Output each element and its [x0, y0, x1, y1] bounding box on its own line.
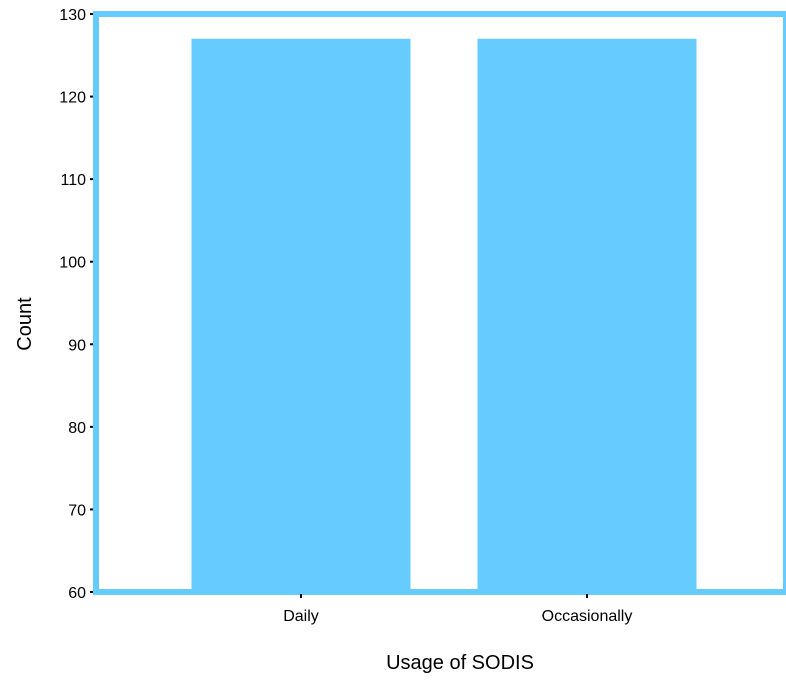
bar-occasionally	[477, 38, 697, 593]
x-axis: Daily Occasionally	[283, 594, 632, 625]
y-tick-label: 80	[68, 420, 86, 437]
y-tick-label: 120	[59, 90, 86, 107]
y-axis: 60 70 80 90 100 110 120 130	[59, 7, 93, 602]
y-tick-label: 70	[68, 502, 86, 519]
x-tick-label: Daily	[283, 608, 319, 625]
bar-daily	[191, 38, 411, 593]
y-tick-label: 90	[68, 337, 86, 354]
y-axis-title: Count	[14, 297, 36, 351]
y-tick-label: 110	[60, 172, 86, 189]
y-tick-label: 130	[59, 7, 86, 24]
y-tick-label: 60	[68, 585, 86, 602]
y-tick-label: 100	[59, 255, 86, 272]
plot-frame	[93, 11, 786, 595]
x-axis-title: Usage of SODIS	[386, 652, 534, 674]
bars-layer	[191, 38, 697, 593]
x-tick-label: Occasionally	[542, 608, 633, 625]
